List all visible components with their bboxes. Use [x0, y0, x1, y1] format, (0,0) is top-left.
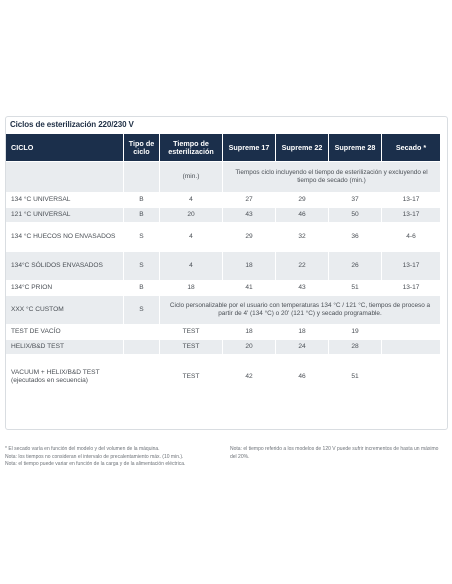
header-supreme-17: Supreme 17	[223, 134, 275, 161]
table-row: 134 °C HUECOS NO ENVASADOS S 4 29 32 36 4-6	[6, 223, 440, 251]
header-supreme-22: Supreme 22	[276, 134, 328, 161]
table-row: VACUUM + HELIX/B&D TEST (ejecutados en s…	[6, 355, 440, 399]
header-row: CICLO Tipo de ciclo Tiempo de esteriliza…	[6, 134, 440, 161]
header-tipo: Tipo de ciclo	[124, 134, 159, 161]
table-row: TEST DE VACÍO TEST 18 18 19	[6, 325, 440, 339]
header-supreme-28: Supreme 28	[329, 134, 381, 161]
header-secado: Secado *	[382, 134, 440, 161]
header-ciclo: CICLO	[6, 134, 123, 161]
sterilization-cycles-table: CICLO Tipo de ciclo Tiempo de esteriliza…	[5, 133, 441, 400]
units-min: (min.)	[160, 162, 222, 192]
units-span-text: Tiempos ciclo incluyendo el tiempo de es…	[223, 162, 440, 192]
table-row: XXX °C CUSTOM S Ciclo personalizable por …	[6, 296, 440, 324]
footnote: * El secado varía en función del modelo …	[5, 446, 160, 452]
table-title: Ciclos de esterilización 220/230 V	[10, 120, 134, 129]
units-row: (min.) Tiempos ciclo incluyendo el tiemp…	[6, 162, 440, 192]
footnote-right: Nota: el tiempo referido a los modelos d…	[230, 446, 439, 460]
table-row: 134°C SÓLIDOS ENVASADOS S 4 18 22 26 13-17	[6, 252, 440, 280]
header-tiempo: Tiempo de esterilización	[160, 134, 222, 161]
footnote: Nota: los tiempos no consideran el inter…	[5, 453, 184, 460]
footnotes-left: * El secado varía en función del modelo …	[5, 446, 225, 469]
footnote: Nota: el tiempo puede variar en función …	[5, 461, 186, 467]
table-row: 134 °C UNIVERSAL B 4 27 29 37 13-17	[6, 193, 440, 207]
table-row: 121 °C UNIVERSAL B 20 43 46 50 13-17	[6, 208, 440, 222]
table-row: 134°C PRION B 18 41 43 51 13-17	[6, 281, 440, 295]
custom-cycle-description: Ciclo personalizable por el usuario con …	[160, 296, 440, 324]
table-row: HELIX/B&D TEST TEST 20 24 28	[6, 340, 440, 354]
